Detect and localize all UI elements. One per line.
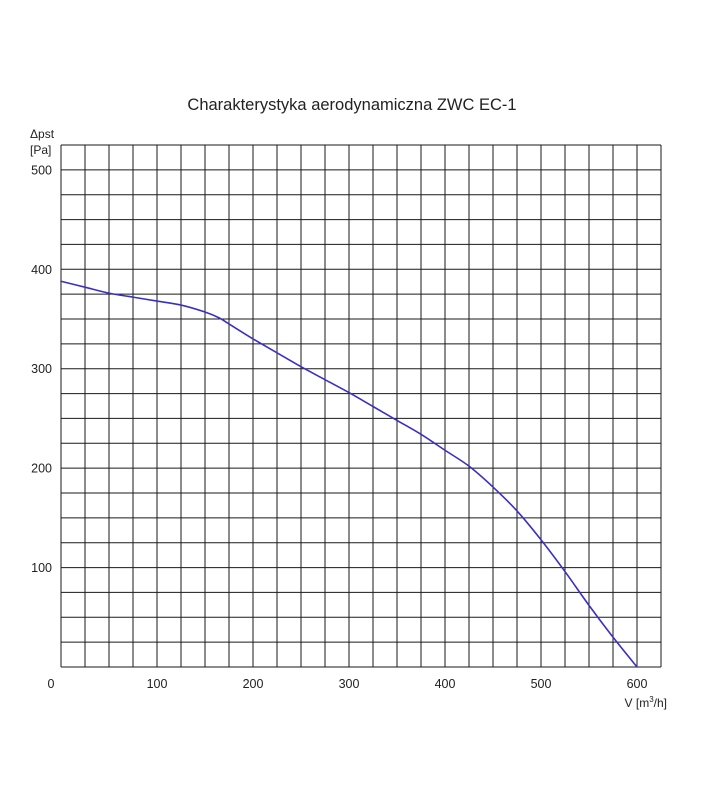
series-group bbox=[60, 280, 638, 668]
x-tick-label: 0 bbox=[48, 677, 55, 691]
x-axis-label: V [m3/h] bbox=[625, 695, 667, 710]
x-tick-label: 200 bbox=[243, 677, 264, 691]
x-tick-label: 500 bbox=[531, 677, 552, 691]
x-tick-label: 600 bbox=[627, 677, 648, 691]
y-tick-label: 500 bbox=[31, 163, 52, 177]
y-axis-label-quantity: Δpst bbox=[30, 127, 55, 141]
x-tick-label: 400 bbox=[435, 677, 456, 691]
axis-ticks: 0 100 200 300 400 500 600 100 200 300 400 500 bbox=[31, 163, 647, 691]
x-tick-label: 100 bbox=[147, 677, 168, 691]
series-line bbox=[60, 280, 638, 668]
y-tick-label: 300 bbox=[31, 362, 52, 376]
grid bbox=[60, 144, 662, 668]
x-tick-label: 300 bbox=[339, 677, 360, 691]
y-tick-label: 200 bbox=[31, 462, 52, 476]
y-tick-label: 100 bbox=[31, 561, 52, 575]
chart-title: Charakterystyka aerodynamiczna ZWC EC-1 bbox=[187, 96, 516, 114]
y-tick-label: 400 bbox=[31, 263, 52, 277]
y-axis-label-unit: [Pa] bbox=[30, 143, 51, 157]
